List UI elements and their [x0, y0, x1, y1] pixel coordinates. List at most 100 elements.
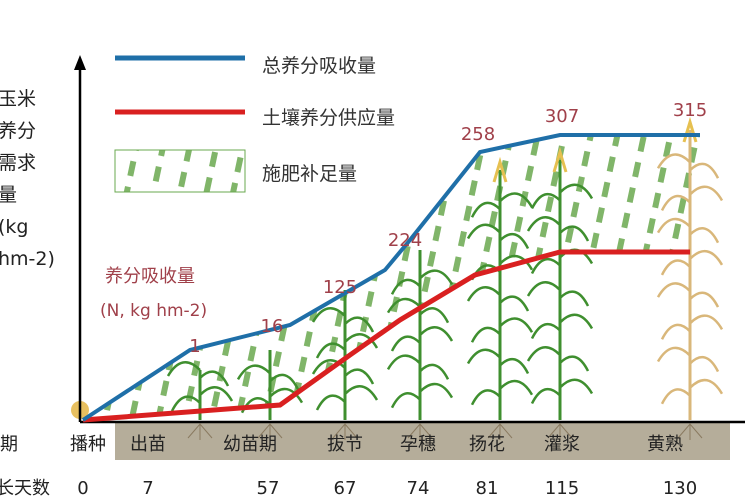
corn-tassel [552, 146, 568, 173]
corn-plant-leaf [386, 354, 421, 370]
corn-plant-leaf [466, 286, 501, 302]
stage-label: 扬花 [469, 434, 505, 455]
corn-plant-leaf [656, 346, 691, 363]
point-label: 125 [323, 277, 357, 298]
y-axis-label: 需求 [0, 152, 36, 174]
corn-root [332, 423, 358, 440]
corn-plant-leaf [559, 290, 590, 307]
legend-total-label: 总养分吸收量 [262, 55, 376, 77]
corn-plant-leaf [166, 361, 201, 377]
corn-plant-leaf [344, 385, 379, 401]
corn-plant-leaf [499, 379, 534, 396]
corn-plant-leaf [419, 363, 450, 380]
corn-plant-leaf [390, 392, 421, 409]
day-tick-label: 74 [407, 478, 430, 499]
day-tick-label: 57 [257, 478, 280, 499]
point-label: 16 [261, 316, 284, 337]
corn-plant-leaf [530, 192, 561, 210]
legend-hatch-swatch [114, 149, 246, 193]
corn-root [547, 423, 573, 440]
corn-plant-leaf [689, 314, 724, 330]
row-label-days: 长天数 [0, 478, 50, 499]
corn-plant-leaf [689, 378, 724, 395]
ground-band [115, 422, 730, 460]
total-uptake-line [81, 133, 700, 422]
corn-root [187, 423, 213, 440]
corn-plant-leaf [344, 368, 375, 385]
soil-supply-line [82, 249, 690, 423]
corn-plant-leaf [656, 282, 691, 298]
corn-plant-leaf [660, 259, 691, 276]
stage-label: 黄熟 [647, 434, 683, 455]
corn-plant-leaf [656, 153, 691, 169]
corn-plant-leaf [470, 326, 501, 343]
corn-plant-leaf [170, 395, 201, 412]
stage-label: 出苗 [130, 434, 166, 455]
corn-plant-leaf [419, 382, 454, 399]
y-axis-label: 养分 [0, 120, 36, 142]
corn-plant-leaf [199, 370, 230, 387]
corn-plant-leaf [466, 348, 501, 365]
corn-plant-leaf [559, 225, 590, 242]
corn-root [677, 423, 703, 440]
corn-plant-leaf [526, 281, 561, 297]
corn-plant-leaf [236, 364, 271, 380]
corn-plant-leaf [499, 317, 534, 333]
corn-root [257, 423, 283, 440]
corn-plant-leaf [660, 388, 691, 405]
row-label-stage: 期 [0, 434, 18, 455]
corn-plant-leaf [470, 201, 501, 218]
corn-plant-leaf [689, 162, 720, 179]
day-tick-label: 130 [663, 478, 697, 499]
corn-plant-leaf [689, 227, 720, 244]
day-tick-label: 7 [142, 478, 153, 499]
corn-plant-leaf [499, 254, 534, 271]
stage-label: 灌浆 [544, 434, 580, 455]
corn-plant-leaf [344, 333, 379, 349]
corn-plant-leaf [470, 389, 501, 406]
corn-plant-leaf [530, 257, 561, 275]
corn-plant-leaf [689, 250, 724, 266]
point-label: 315 [673, 100, 707, 121]
point-label: 258 [461, 124, 495, 145]
legend-soil-label: 土壤养分供应量 [262, 107, 395, 129]
corn-plant-leaf [315, 394, 346, 411]
corn-plant-leaf [419, 269, 454, 285]
legend-hatch-label: 施肥补足量 [262, 163, 357, 185]
corn-plant-leaf [499, 357, 530, 375]
corn-plant-leaf [530, 322, 561, 340]
corn-plant-leaf [466, 223, 501, 240]
day-tick-label: 115 [545, 478, 579, 499]
day-tick-label: 81 [476, 478, 499, 499]
stage-label: 幼苗期 [223, 434, 277, 455]
corn-plant-leaf [559, 313, 594, 330]
stage-label: 拔节 [327, 434, 363, 455]
day-tick-label: 67 [334, 478, 357, 499]
corn-plant-leaf [526, 346, 561, 362]
point-label: 1 [189, 336, 200, 357]
corn-plant-leaf [499, 232, 530, 250]
y-axis-label: 玉米 [0, 88, 36, 110]
annotation-title: 养分吸收量 [105, 266, 195, 287]
corn-plant-leaf [199, 386, 234, 402]
y-axis-label: 量 [0, 184, 17, 206]
corn-plant-leaf [311, 307, 346, 323]
corn-plant-leaf [530, 387, 561, 405]
corn-plant-leaf [559, 355, 590, 372]
y-axis-label: (kg [0, 216, 28, 238]
corn-plant-leaf [390, 335, 421, 352]
corn-plant-leaf [526, 216, 561, 232]
corn-plant-leaf [689, 291, 720, 308]
stage-label: 孕穗 [400, 434, 436, 455]
corn-tassel [492, 156, 508, 183]
corn-plant-leaf [660, 194, 691, 212]
corn-plant-leaf [559, 183, 594, 200]
corn-plant-leaf [344, 316, 375, 333]
corn-plant-leaf [499, 295, 530, 312]
corn-plant-leaf [499, 192, 534, 208]
corn-plant-leaf [269, 373, 300, 390]
y-axis-arrow [74, 55, 86, 70]
annotation-unit: (N, kg hm-2) [100, 301, 207, 321]
